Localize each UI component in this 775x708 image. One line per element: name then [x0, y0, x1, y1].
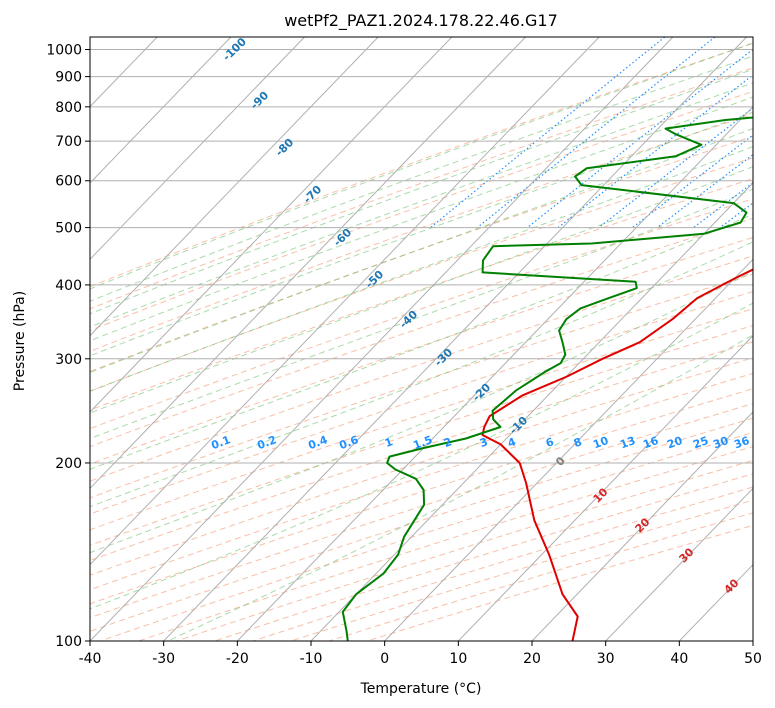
mixing-ratio-label: 0.2: [255, 433, 278, 452]
isotherm: [90, 37, 453, 413]
x-tick-label: 40: [670, 651, 688, 667]
moist-adiabat: [90, 68, 753, 315]
axes: -40 -30 -20 -10 0 10 20 30 40 50 1000 900 800 700 600 5…: [46, 36, 762, 667]
moist-adiabat: [90, 96, 753, 342]
y-tick-label: 800: [55, 100, 82, 116]
isotherm: [605, 487, 753, 641]
y-tick-label: 1000: [46, 43, 82, 59]
mixing-ratio-label: 20: [665, 434, 684, 452]
dry-adiabat: [90, 67, 753, 310]
moist-adiabat: [90, 271, 753, 554]
moist-adiabat: [90, 241, 753, 508]
dry-adiabat: [90, 90, 753, 332]
isotherm: [531, 411, 753, 641]
y-tick-label: 400: [55, 278, 82, 294]
y-tick-label: 900: [55, 70, 82, 86]
mixing-ratio-label: 0.6: [337, 433, 360, 452]
mixing-ratio-label: 8: [572, 435, 584, 450]
y-tick-label: 300: [55, 352, 82, 368]
mixing-ratio-line: [430, 37, 666, 229]
moist-adiabat: [90, 302, 753, 610]
moist-adiabat: [90, 188, 753, 440]
x-tick-label: -40: [79, 651, 102, 667]
mixing-ratio-line: [656, 153, 753, 229]
chart-title: wetPf2_PAZ1.2024.178.22.46.G17: [284, 11, 558, 31]
isotherm: [752, 640, 753, 641]
x-tick-label: 50: [744, 651, 762, 667]
x-tick-label: 0: [380, 651, 389, 667]
mixing-ratio-label: 36: [732, 434, 751, 452]
sounding-lines: [341, 116, 753, 641]
plot-area: [90, 37, 753, 641]
x-tick-label: -30: [152, 651, 175, 667]
x-tick-label: 30: [597, 651, 615, 667]
dry-adiabat: [90, 178, 753, 411]
mixing-ratio-line: [476, 37, 716, 229]
y-axis-label: Pressure (hPa): [12, 291, 28, 391]
mixing-ratio-label: 4: [506, 435, 518, 450]
isotherm: [0, 37, 10, 641]
isotherm: [163, 37, 747, 641]
mixing-ratio-label: 30: [711, 434, 730, 452]
temperature-profile: [481, 268, 753, 641]
mixing-ratio-label: 25: [691, 434, 710, 451]
moist-adiabat: [90, 166, 753, 414]
isotherm: [457, 334, 753, 641]
isotherm: [90, 37, 526, 490]
isotherm: [384, 258, 753, 641]
isotherm: [310, 182, 753, 641]
mixing-ratio-label: 6: [544, 435, 556, 450]
dry-adiabat: [90, 357, 753, 576]
dry-adiabat: [90, 236, 753, 465]
isotherm: [90, 37, 379, 337]
dewpoint-profile: [341, 116, 753, 641]
y-tick-label: 600: [55, 174, 82, 190]
mixing-ratio-label: 13: [618, 434, 637, 451]
x-tick-label: -20: [226, 651, 249, 667]
mixing-ratio-label: 2: [442, 435, 454, 450]
dry-adiabat: [90, 291, 753, 515]
mixing-ratio-line: [598, 107, 753, 229]
plot-background: [90, 37, 753, 641]
dry-adiabat: [90, 273, 753, 499]
y-tick-label: 100: [55, 634, 82, 650]
isotherm: [90, 37, 232, 184]
x-axis-label: Temperature (°C): [360, 681, 482, 697]
isotherm: [90, 37, 600, 566]
x-tick-label: 10: [449, 651, 467, 667]
mixing-ratio-line: [759, 37, 775, 228]
dry-adiabat: [90, 372, 753, 591]
mixing-ratio-label: 0.4: [306, 433, 329, 452]
dry-adiabat: [90, 217, 753, 448]
isotherm: [90, 37, 674, 641]
y-tick-label: 200: [55, 456, 82, 472]
dry-adiabat: [90, 42, 753, 288]
isotherm: [90, 37, 305, 261]
mixing-ratio-label: 0.1: [209, 433, 232, 452]
moist-adiabat: [167, 334, 753, 641]
axes-frame: [89, 36, 754, 642]
mixing-ratio-label: 16: [641, 434, 660, 452]
y-tick-label: 500: [55, 221, 82, 237]
y-tick-label: 700: [55, 134, 82, 150]
mixing-ratio-label: 1.5: [411, 433, 434, 452]
mixing-ratio-label: 1: [383, 435, 395, 450]
x-tick-label: 20: [523, 651, 541, 667]
isotherm: [236, 105, 753, 641]
dry-adiabat: [90, 324, 753, 546]
x-tick-label: -10: [300, 651, 323, 667]
grid-layer: [0, 37, 775, 641]
mixing-ratio-label: 3: [478, 435, 490, 450]
mixing-ratio-label: 10: [591, 434, 610, 452]
moist-adiabat: [90, 127, 753, 374]
